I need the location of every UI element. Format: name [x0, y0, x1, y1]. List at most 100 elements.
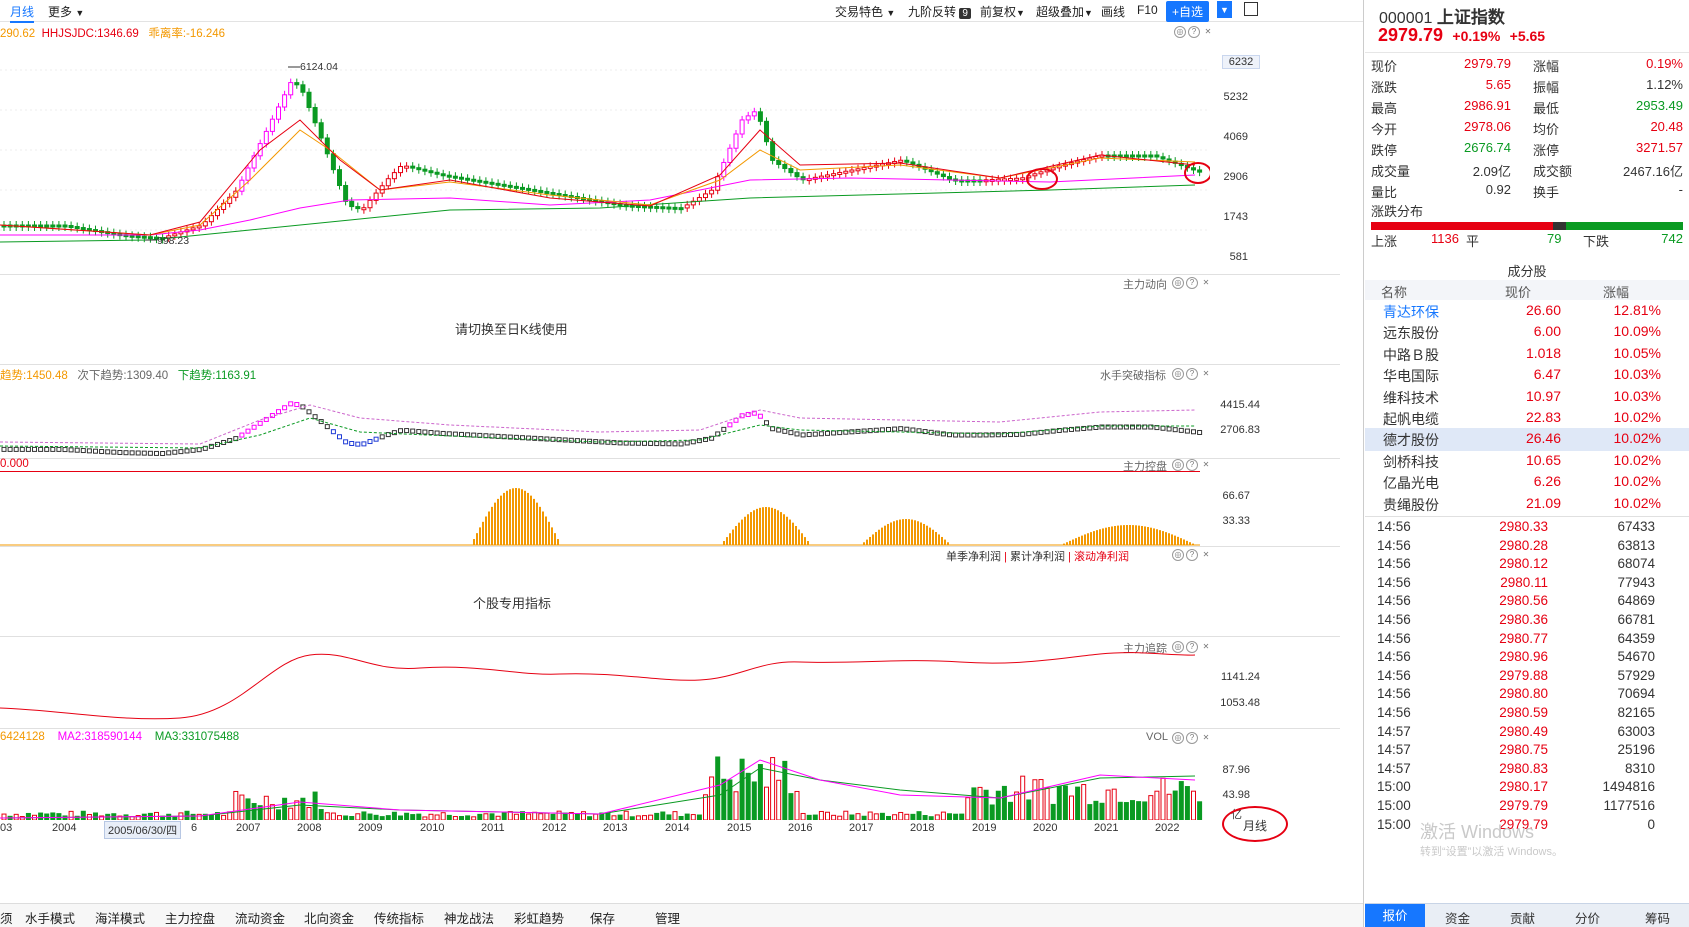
tab-sailor-mode[interactable]: 水手模式	[25, 912, 76, 926]
quote-label: 量比	[1371, 185, 1398, 200]
help-icon[interactable]: ?	[1186, 641, 1198, 653]
chart-area[interactable]: 月线 更多 ▼ 交易特色 ▼ 九阶反转 9 前复权▼ 超级叠加▼ 画线 F10 …	[0, 0, 1364, 927]
x-label: 2009	[358, 822, 383, 834]
caret-down-icon: ▼	[886, 8, 896, 18]
tab-item[interactable]: 须	[0, 912, 13, 926]
help-icon[interactable]: ?	[1186, 549, 1198, 561]
panel6-controls[interactable]: ◎? ✕	[1170, 640, 1212, 654]
component-pct: 10.02%	[1613, 451, 1661, 468]
settings-icon[interactable]: ◎	[1172, 641, 1184, 653]
main-chart-controls[interactable]: ◎? ✕	[1172, 25, 1214, 39]
tab-manage[interactable]: 管理	[655, 912, 681, 926]
component-row[interactable]: 中路Ｂ股 1.018 10.05%	[1365, 343, 1689, 366]
tab-main-control[interactable]: 主力控盘	[165, 912, 216, 926]
period-label-button[interactable]: 月线	[1222, 806, 1288, 842]
help-icon[interactable]: ?	[1186, 459, 1198, 471]
tick-volume: 82165	[1617, 705, 1655, 720]
main-candlestick-chart[interactable]: 6124.04 998.23	[0, 30, 1210, 280]
more-menu[interactable]: 更多 ▼	[48, 3, 84, 20]
settings-icon[interactable]: ◎	[1172, 459, 1184, 471]
settings-icon[interactable]: ◎	[1172, 549, 1184, 561]
panel3-controls[interactable]: ◎? ✕	[1170, 367, 1212, 381]
volume-bar	[1136, 801, 1142, 820]
candle-body	[282, 94, 288, 108]
volume-bar	[947, 813, 952, 820]
pre-adjust-menu[interactable]: 前复权▼	[980, 3, 1025, 20]
component-row[interactable]: 贵绳股份 21.09 10.02%	[1365, 493, 1689, 516]
sailor-candle	[312, 414, 318, 420]
volume-bar	[666, 814, 672, 820]
tab-traditional[interactable]: 传统指标	[374, 912, 425, 926]
settings-icon[interactable]: ◎	[1174, 26, 1186, 38]
candle-body	[367, 199, 373, 209]
component-row[interactable]: 德才股份 26.46 10.02%	[1365, 428, 1689, 452]
tab-liquidity[interactable]: 流动资金	[235, 912, 286, 926]
component-row[interactable]: 华电国际 6.47 10.03%	[1365, 364, 1689, 387]
flat-label: 平	[1466, 234, 1480, 249]
help-icon[interactable]: ?	[1186, 732, 1198, 744]
volume-bar	[703, 794, 708, 820]
volume-bar	[751, 781, 757, 820]
component-row[interactable]: 青达环保 26.60 12.81%	[1365, 300, 1689, 323]
close-icon[interactable]: ✕	[1202, 642, 1210, 651]
panel5-controls[interactable]: ◎? ✕	[1170, 548, 1212, 562]
help-icon[interactable]: ?	[1186, 368, 1198, 380]
volume-bar	[806, 814, 812, 820]
component-row[interactable]: 剑桥科技 10.65 10.02%	[1365, 450, 1689, 473]
tab-quote[interactable]: 报价	[1365, 904, 1425, 927]
super-overlay-label: 超级叠加	[1036, 5, 1085, 19]
watchlist-dropdown-button[interactable]: ▼	[1217, 1, 1232, 18]
settings-icon[interactable]: ◎	[1172, 277, 1184, 289]
close-icon[interactable]: ✕	[1204, 27, 1212, 36]
control-bar	[1183, 539, 1185, 545]
control-bar	[1132, 525, 1134, 545]
candle-body	[1142, 154, 1148, 158]
tab-funds[interactable]: 资金	[1445, 912, 1471, 926]
candle-body	[513, 185, 519, 189]
sailor-candle	[635, 440, 641, 446]
close-icon[interactable]: ✕	[1202, 278, 1210, 287]
tab-chips[interactable]: 筹码	[1645, 912, 1671, 926]
tab-northbound[interactable]: 北向资金	[304, 912, 355, 926]
close-icon[interactable]: ✕	[1202, 460, 1210, 469]
component-row[interactable]: 亿晶光电 6.26 10.02%	[1365, 471, 1689, 494]
component-row[interactable]: 远东股份 6.00 10.09%	[1365, 321, 1689, 344]
panel7-controls[interactable]: ◎? ✕	[1170, 731, 1212, 745]
help-icon[interactable]: ?	[1188, 26, 1200, 38]
component-row[interactable]: 起帆电缆 22.83 10.02%	[1365, 407, 1689, 430]
add-watchlist-button[interactable]: +自选	[1166, 1, 1210, 22]
candle-body	[1148, 154, 1154, 158]
help-icon[interactable]: ?	[1186, 277, 1198, 289]
control-bar	[866, 539, 868, 545]
trade-features-menu[interactable]: 交易特色 ▼	[835, 3, 895, 20]
sailor-candle	[1081, 425, 1087, 431]
sub-trend-value: 次下趋势:1309.40	[77, 370, 169, 382]
f10-button[interactable]: F10	[1137, 3, 1158, 17]
draw-line-button[interactable]: 画线	[1101, 5, 1126, 19]
panel2-controls[interactable]: ◎? ✕	[1170, 276, 1212, 290]
period-tab[interactable]: 月线	[10, 3, 35, 23]
tab-ocean-mode[interactable]: 海洋模式	[95, 912, 146, 926]
candle-body	[373, 192, 379, 201]
close-icon[interactable]: ✕	[1202, 550, 1210, 559]
close-icon[interactable]: ✕	[1202, 369, 1210, 378]
control-bar	[902, 519, 904, 545]
settings-icon[interactable]: ◎	[1172, 732, 1184, 744]
close-icon[interactable]: ✕	[1202, 733, 1210, 742]
quote-label: 最高	[1371, 101, 1398, 116]
sailor-candle	[1062, 427, 1068, 433]
volume-bar	[1178, 781, 1184, 820]
tab-rainbow[interactable]: 彩虹趋势	[514, 912, 565, 926]
tick-price: 2980.77	[1499, 630, 1548, 646]
nine-reversal-button[interactable]: 九阶反转 9	[908, 3, 971, 20]
panel-toggle-icon[interactable]	[1244, 2, 1258, 16]
tab-dragon[interactable]: 神龙战法	[444, 912, 495, 926]
panel4-controls[interactable]: ◎? ✕	[1170, 458, 1212, 472]
component-row[interactable]: 维科技术 10.97 10.03%	[1365, 386, 1689, 409]
tab-save[interactable]: 保存	[590, 912, 616, 926]
tab-contribution[interactable]: 贡献	[1510, 912, 1536, 926]
component-pct: 10.03%	[1613, 366, 1661, 383]
settings-icon[interactable]: ◎	[1172, 368, 1184, 380]
tab-price-dist[interactable]: 分价	[1575, 912, 1601, 926]
super-overlay-menu[interactable]: 超级叠加▼	[1036, 3, 1093, 20]
